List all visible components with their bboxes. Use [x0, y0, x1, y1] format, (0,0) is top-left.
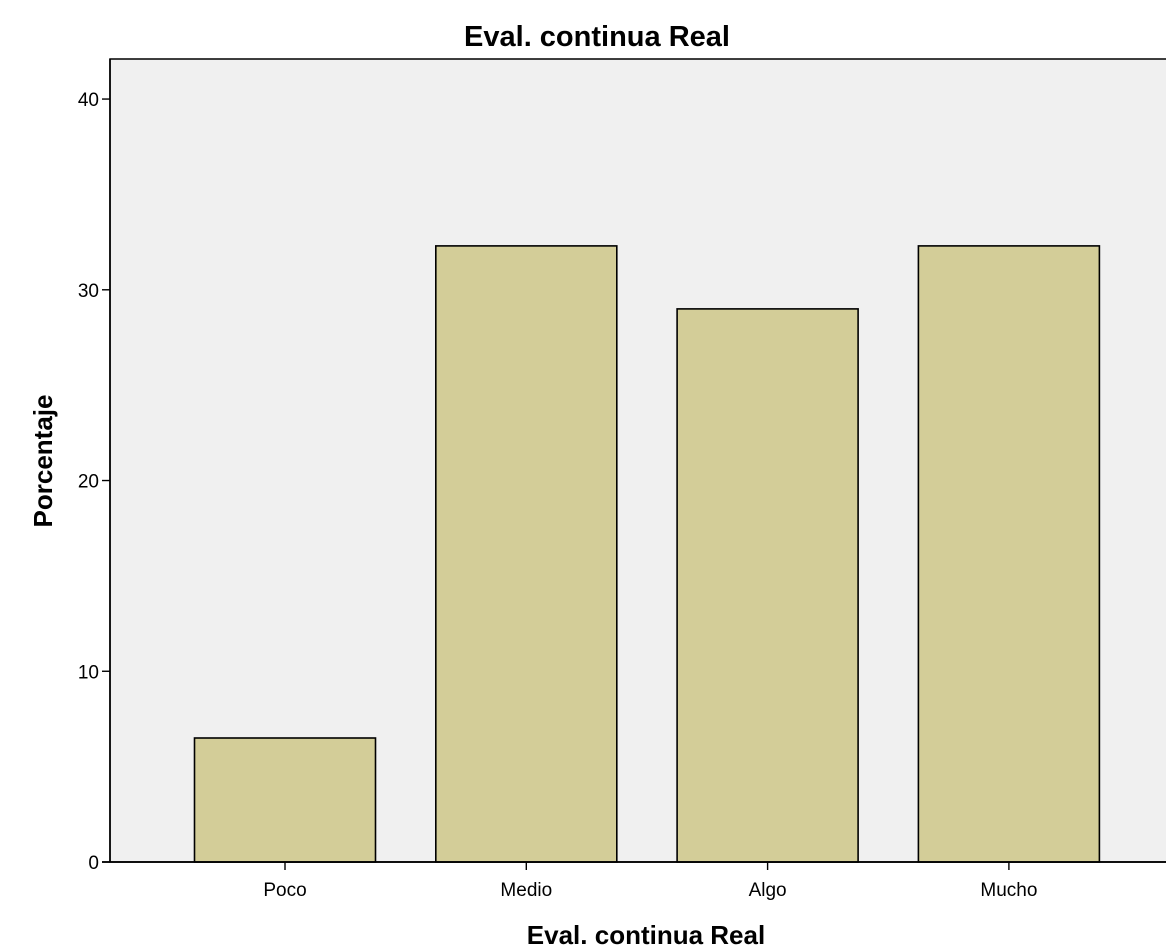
y-axis-title: Porcentaje	[28, 395, 58, 528]
x-tick-label-algo: Algo	[749, 880, 787, 901]
x-axis-title: Eval. continua Real	[527, 920, 765, 947]
y-tick-label: 40	[78, 90, 99, 111]
bar-algo	[676, 308, 859, 863]
axes-group	[102, 59, 1166, 863]
bar-poco	[193, 737, 377, 863]
x-tick-label-poco: Poco	[263, 880, 306, 901]
bar-mucho	[917, 245, 1101, 863]
chart-title: Eval. continua Real	[464, 21, 730, 53]
y-tick-label: 10	[78, 662, 99, 683]
x-tick-label-mucho: Mucho	[980, 880, 1037, 901]
x-ticks-group: Poco Medio Algo Mucho	[263, 862, 1037, 901]
bar-medio	[434, 245, 618, 863]
y-tick-label: 30	[78, 281, 99, 302]
y-ticks-group: 0 10 20 30 40	[78, 90, 110, 874]
y-tick-label: 0	[88, 853, 99, 874]
y-tick-label: 20	[78, 472, 99, 493]
x-tick-label-medio: Medio	[500, 880, 552, 901]
